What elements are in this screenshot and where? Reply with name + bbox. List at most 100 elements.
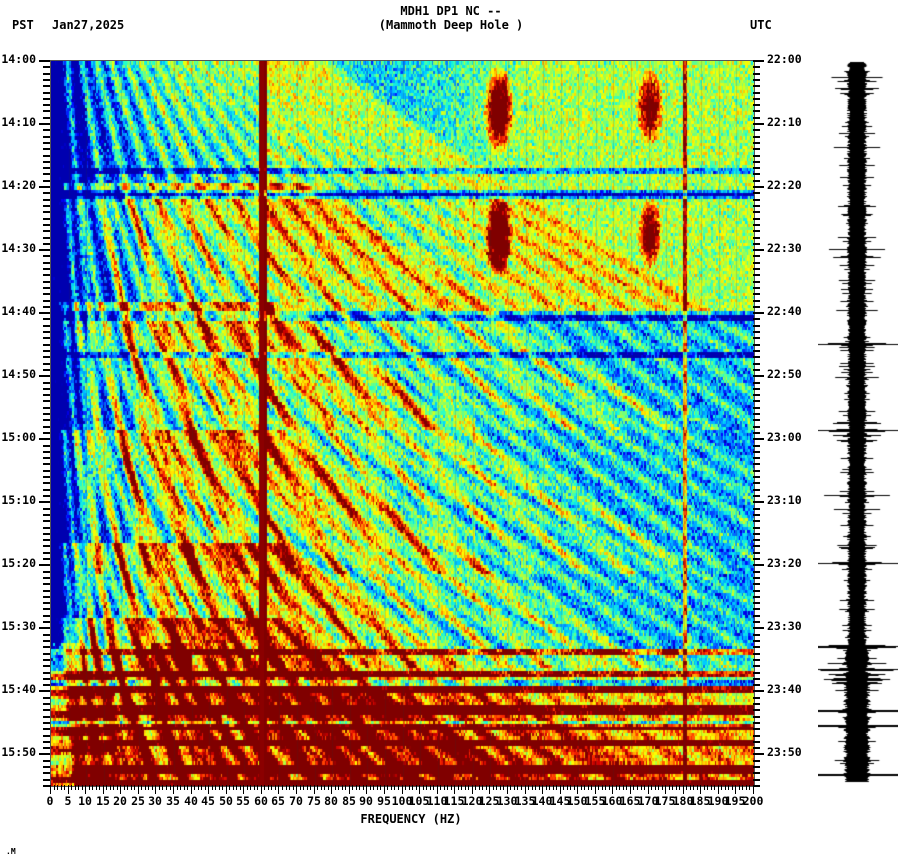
left-time-label: 15:10 [1, 493, 36, 507]
x-freq-label: 195 [724, 794, 746, 808]
date-label: Jan27,2025 [52, 18, 125, 32]
x-freq-label: 125 [478, 794, 500, 808]
left-minor-tick [43, 552, 50, 554]
left-minor-tick [43, 337, 50, 339]
left-minor-tick [43, 129, 50, 131]
left-minor-tick [43, 350, 50, 352]
left-minor-tick [43, 596, 50, 598]
x-axis-title: FREQUENCY (HZ) [0, 812, 902, 826]
left-minor-tick [43, 318, 50, 320]
left-minor-tick [43, 772, 50, 774]
corner-mark: .M [6, 847, 16, 856]
seismogram-canvas[interactable] [818, 58, 898, 788]
left-minor-tick [43, 539, 50, 541]
left-minor-tick [43, 218, 50, 220]
left-minor-tick [43, 407, 50, 409]
left-minor-tick [43, 92, 50, 94]
left-minor-tick [43, 508, 50, 510]
left-minor-tick [43, 640, 50, 642]
left-minor-tick [43, 482, 50, 484]
left-minor-tick [43, 445, 50, 447]
x-freq-label: 70 [289, 794, 303, 808]
left-minor-tick [43, 533, 50, 535]
left-major-tick [39, 438, 50, 440]
x-freq-label: 200 [742, 794, 764, 808]
left-minor-tick [43, 722, 50, 724]
left-minor-tick [43, 167, 50, 169]
left-minor-tick [43, 615, 50, 617]
left-minor-tick [43, 199, 50, 201]
left-major-tick [39, 375, 50, 377]
x-freq-label: 155 [584, 794, 606, 808]
x-freq-label: 0 [46, 794, 54, 808]
left-minor-tick [43, 558, 50, 560]
x-freq-label: 15 [96, 794, 110, 808]
left-time-label: 15:50 [1, 745, 36, 759]
left-minor-tick [43, 457, 50, 459]
x-freq-label: 30 [148, 794, 162, 808]
x-freq-label: 80 [324, 794, 338, 808]
left-minor-tick [43, 678, 50, 680]
x-freq-label: 65 [271, 794, 285, 808]
left-time-label: 15:20 [1, 556, 36, 570]
left-major-tick [39, 312, 50, 314]
x-freq-label: 145 [549, 794, 571, 808]
left-minor-tick [43, 237, 50, 239]
left-minor-tick [43, 413, 50, 415]
left-minor-tick [43, 255, 50, 257]
left-time-label: 14:20 [1, 178, 36, 192]
x-freq-label: 60 [254, 794, 268, 808]
left-minor-tick [43, 571, 50, 573]
x-freq-label: 35 [166, 794, 180, 808]
station-subtitle: (Mammoth Deep Hole ) [378, 18, 524, 32]
left-minor-tick [43, 104, 50, 106]
x-freq-label: 25 [131, 794, 145, 808]
x-freq-label: 90 [359, 794, 373, 808]
left-minor-tick [43, 117, 50, 119]
x-freq-label: 5 [64, 794, 72, 808]
left-minor-tick [43, 388, 50, 390]
seismogram-trace[interactable] [818, 58, 898, 788]
left-minor-tick [43, 432, 50, 434]
spectrogram-canvas[interactable] [51, 61, 754, 786]
left-minor-tick [43, 205, 50, 207]
left-minor-tick [43, 463, 50, 465]
x-freq-label: 50 [219, 794, 233, 808]
x-freq-label: 150 [566, 794, 588, 808]
left-minor-tick [43, 98, 50, 100]
left-minor-tick [43, 527, 50, 529]
left-minor-tick [43, 608, 50, 610]
left-minor-tick [43, 180, 50, 182]
spectrogram-plot[interactable] [50, 60, 755, 787]
left-minor-tick [43, 73, 50, 75]
left-minor-tick [43, 85, 50, 87]
left-minor-tick [43, 325, 50, 327]
timezone-label-right: UTC [750, 18, 772, 32]
left-minor-tick [43, 785, 50, 787]
left-minor-tick [43, 394, 50, 396]
x-freq-label: 95 [377, 794, 391, 808]
x-freq-label: 135 [514, 794, 536, 808]
x-freq-label: 160 [601, 794, 623, 808]
left-time-label: 15:40 [1, 682, 36, 696]
left-minor-tick [43, 545, 50, 547]
left-minor-tick [43, 684, 50, 686]
x-axis-title-text: FREQUENCY (HZ) [360, 812, 462, 826]
left-major-tick [39, 186, 50, 188]
left-minor-tick [43, 419, 50, 421]
x-freq-label: 40 [184, 794, 198, 808]
left-time-label: 15:30 [1, 619, 36, 633]
station-title: MDH1 DP1 NC -- [400, 4, 502, 18]
left-minor-tick [43, 382, 50, 384]
left-major-tick [39, 564, 50, 566]
left-minor-tick [43, 672, 50, 674]
left-minor-tick [43, 495, 50, 497]
left-minor-tick [43, 148, 50, 150]
left-time-label: 14:10 [1, 115, 36, 129]
left-time-label: 14:50 [1, 367, 36, 381]
left-major-tick [39, 501, 50, 503]
left-minor-tick [43, 590, 50, 592]
x-freq-label: 85 [342, 794, 356, 808]
left-minor-tick [43, 142, 50, 144]
left-time-label: 14:00 [1, 52, 36, 66]
